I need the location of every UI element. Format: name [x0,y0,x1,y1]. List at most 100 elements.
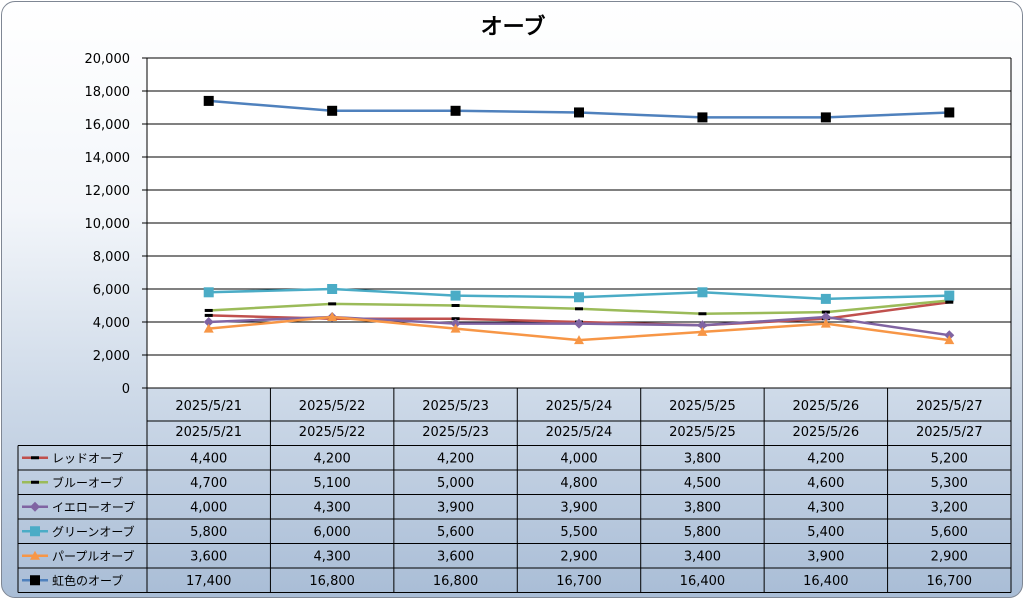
x-axis: 2025/5/21 2025/5/22 2025/5/23 2025/5/24 2025… [175,399,982,414]
table-cell: 4,500 [684,476,721,491]
x-tick-label: 2025/5/25 [669,399,736,414]
table-cell: 5,800 [684,525,721,540]
y-tick-label: 4,000 [93,316,130,331]
series-3 [203,284,955,304]
table-header-cell: 2025/5/22 [299,425,366,440]
table-cell: 5,600 [931,525,968,540]
table-cell: 5,300 [931,476,968,491]
data-point [450,290,461,301]
table-header-cell: 2025/5/26 [793,425,860,440]
legend-label: パープルオーブ [52,548,135,563]
data-point [328,302,337,306]
table-header-cell: 2025/5/24 [546,425,613,440]
table-cell: 4,000 [190,500,227,515]
y-tick-label: 2,000 [93,349,130,364]
table-cell: 4,600 [807,476,844,491]
x-tick-label: 2025/5/27 [916,399,983,414]
table-cell: 5,200 [931,451,968,466]
y-tick-label: 8,000 [93,250,130,265]
table-cell: 4,000 [560,451,597,466]
y-tick-label: 16,000 [85,118,131,133]
chart-title: オーブ [481,14,546,40]
data-point [204,308,213,312]
series-5 [203,95,955,123]
data-point [203,323,214,333]
table-cell: 16,700 [556,574,602,589]
table-cell: 3,800 [684,451,721,466]
legend-label: レッドオーブ [52,450,123,465]
data-point [203,317,214,327]
table-cell: 3,900 [560,500,597,515]
table-cell: 5,800 [190,525,227,540]
data-point [944,107,955,118]
legend-key-marker [30,501,40,512]
data-point [327,312,338,322]
table-cell: 4,800 [560,476,597,491]
legend-label: イエローオーブ [52,499,135,514]
data-point [450,323,461,333]
table-cell: 4,200 [437,451,474,466]
table-cell: 5,500 [560,525,597,540]
table-cell: 4,400 [190,451,227,466]
table-header-cell: 2025/5/25 [669,425,736,440]
table-cell: 5,400 [807,525,844,540]
data-table: 2025/5/21 2025/5/22 2025/5/23 2025/5/24 2025… [17,388,1012,593]
table-cell: 2,900 [560,549,597,564]
legend-label: ブルーオーブ [52,475,123,490]
y-tick-label: 14,000 [85,151,131,166]
table-cell: 3,200 [931,500,968,515]
data-point [697,287,708,298]
data-point [697,326,708,336]
data-point [945,300,954,304]
data-point [697,112,708,123]
data-point [944,290,955,301]
table-header-cell: 2025/5/27 [916,425,983,440]
y-tick-label: 12,000 [85,184,131,199]
y-tick-label: 10,000 [85,217,131,232]
data-point [574,292,584,303]
data-point [944,335,955,345]
table-cell: 16,700 [927,574,973,589]
legend-label: グリーンオーブ [52,524,135,539]
y-axis: 0 2,000 4,000 6,000 8,000 10,000 12,000 14,000 1… [85,52,1012,397]
table-cell: 4,700 [190,476,227,491]
y-tick-label: 6,000 [93,283,130,298]
table-cell: 3,900 [437,500,474,515]
table-cell: 3,800 [684,500,721,515]
table-cell: 16,800 [433,574,479,589]
data-point [203,95,214,106]
table-cell: 3,600 [437,549,474,564]
legend-label: 虹色のオーブ [52,573,123,588]
table-cell: 4,200 [314,451,351,466]
table-cell: 5,000 [437,476,474,491]
data-point [697,320,708,331]
data-point [574,335,584,345]
data-point [820,318,831,328]
x-tick-label: 2025/5/21 [175,399,242,414]
table-cell: 3,900 [807,549,844,564]
table-cell: 4,300 [314,549,351,564]
data-point [451,304,460,307]
data-point [574,107,584,118]
table-cell: 2,900 [931,549,968,564]
table-cell: 4,300 [314,500,351,515]
table-cell: 17,400 [186,574,232,589]
table-cell: 5,600 [437,525,474,540]
data-point [327,105,338,116]
data-point [575,307,583,311]
x-tick-label: 2025/5/22 [299,399,366,414]
data-point [820,112,831,123]
series-4 [203,312,955,345]
table-cell: 16,800 [309,574,355,589]
series-lines [203,95,955,345]
table-cell: 3,400 [684,549,721,564]
table-cell: 16,400 [680,574,726,589]
table-cell: 5,100 [314,476,351,491]
legend-key-marker [31,480,39,484]
table-cell: 3,600 [190,549,227,564]
data-point [203,287,214,298]
y-tick-label: 18,000 [85,85,131,100]
table-cell: 4,200 [807,451,844,466]
